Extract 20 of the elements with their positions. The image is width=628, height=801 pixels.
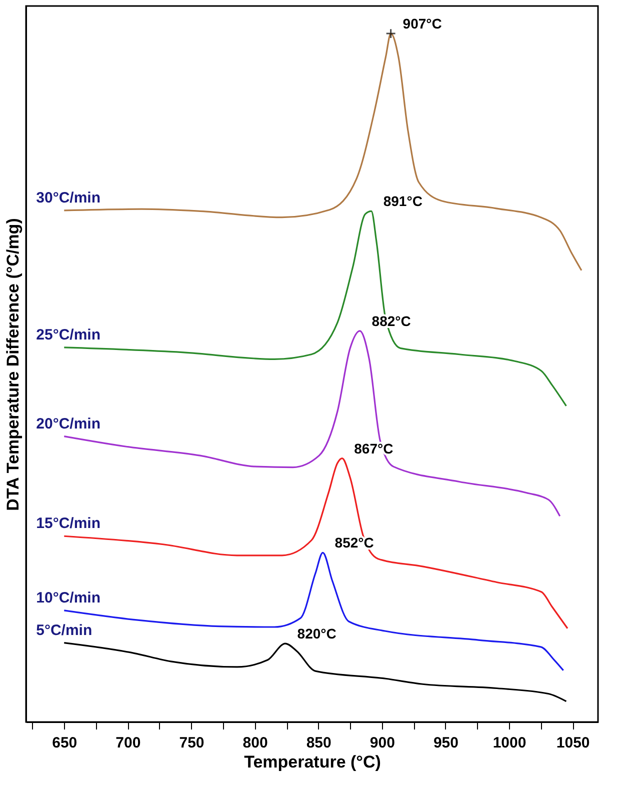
series-label: 5°C/min: [36, 622, 92, 639]
annotation: 891°C: [383, 193, 422, 210]
x-tick-label: 750: [179, 734, 204, 752]
x-axis-title: Temperature (°C): [244, 752, 381, 772]
x-tick-label: 1000: [492, 734, 526, 752]
x-tick-label: 850: [306, 734, 332, 752]
annotation: 820°C: [297, 626, 336, 642]
x-tick-label: 1050: [556, 734, 590, 752]
series-label: 30°C/min: [36, 189, 100, 206]
series-label: 15°C/min: [36, 515, 100, 532]
y-axis-title: DTA Temperature Difference (°C/mg): [4, 218, 22, 511]
x-tick-label: 700: [116, 734, 141, 752]
x-tick-label: 900: [370, 734, 395, 752]
series-label: 20°C/min: [36, 415, 100, 432]
x-tick-label: 650: [52, 734, 78, 752]
series-label: 25°C/min: [36, 326, 100, 344]
annotation: 907°C: [402, 16, 442, 32]
x-tick-label: 800: [242, 734, 268, 752]
x-tick-label: 950: [433, 734, 458, 752]
series-label: 10°C/min: [36, 589, 100, 606]
